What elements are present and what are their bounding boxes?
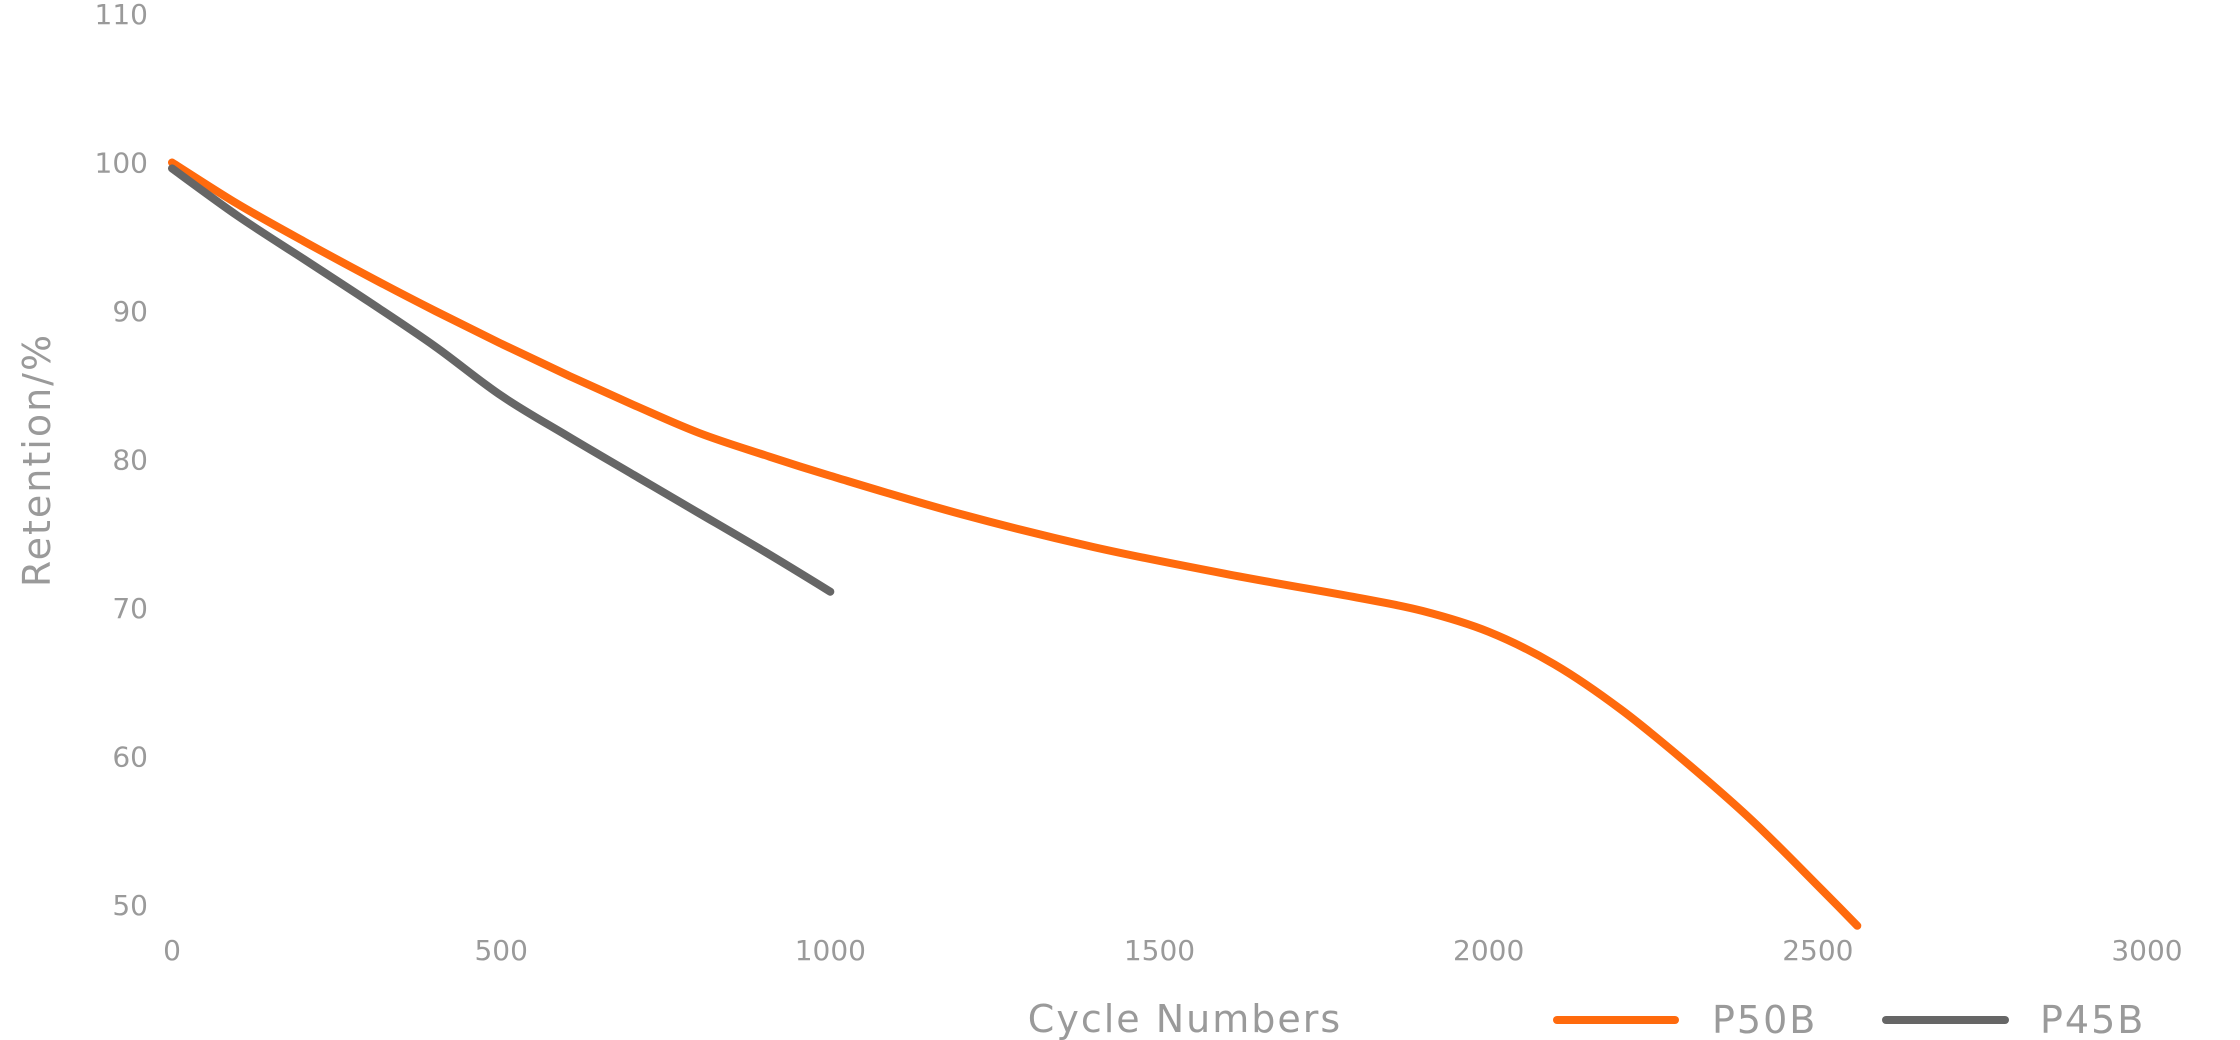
- x-tick-label: 2500: [1782, 934, 1853, 967]
- y-tick-label: 50: [112, 889, 148, 922]
- y-axis-title: Retention/%: [15, 333, 59, 587]
- x-axis-ticks: 0 500 1000 1500 2000 2500 3000: [163, 934, 2183, 967]
- x-axis-title: Cycle Numbers: [1028, 997, 1342, 1040]
- y-tick-label: 90: [112, 295, 148, 328]
- y-tick-label: 100: [95, 147, 148, 180]
- x-tick-label: 2000: [1453, 934, 1524, 967]
- legend: P50B P45B: [1553, 998, 2145, 1040]
- x-tick-label: 1000: [795, 934, 866, 967]
- x-tick-label: 1500: [1124, 934, 1195, 967]
- y-tick-label: 70: [112, 592, 148, 625]
- y-tick-label: 80: [112, 444, 148, 477]
- legend-label-p45b: P45B: [2040, 998, 2145, 1040]
- x-tick-label: 0: [163, 934, 181, 967]
- x-tick-label: 3000: [2111, 934, 2182, 967]
- series-line-p50b: [168, 158, 1862, 930]
- y-axis-ticks: 110 100 90 80 70 60 50: [95, 0, 148, 922]
- x-tick-label: 500: [474, 934, 527, 967]
- legend-label-p50b: P50B: [1712, 998, 1817, 1040]
- y-tick-label: 110: [95, 0, 148, 31]
- y-tick-label: 60: [112, 741, 148, 774]
- series-lines: [168, 158, 1862, 930]
- series-line-p45b: [168, 164, 835, 596]
